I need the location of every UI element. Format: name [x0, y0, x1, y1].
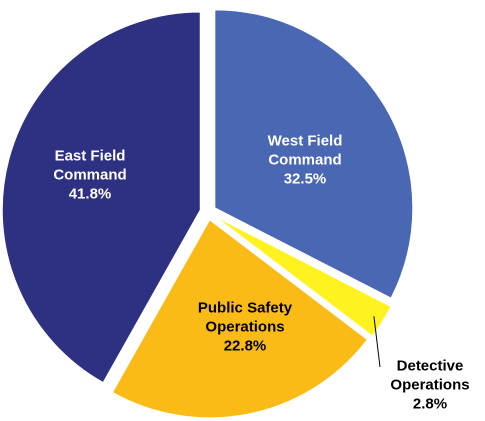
- slice-label: Public Safety Operations 22.8%: [175, 299, 315, 356]
- slice-name: Public Safety Operations: [197, 299, 293, 336]
- slice-name: East Field Command: [53, 147, 127, 184]
- slice-name: West Field Command: [267, 132, 343, 169]
- pie-slice: [1, 11, 201, 384]
- leader-line: [373, 316, 381, 368]
- slice-label: West Field Command 32.5%: [250, 132, 360, 189]
- slice-label: East Field Command 41.8%: [35, 147, 145, 204]
- pie-slice: [214, 9, 414, 299]
- slice-value: 2.8%: [412, 395, 448, 413]
- slice-label: Detective Operations 2.8%: [380, 357, 480, 414]
- slice-value: 22.8%: [223, 337, 267, 355]
- pie-slice: [111, 219, 369, 419]
- pie-slice: [214, 215, 392, 337]
- slice-value: 41.8%: [68, 185, 112, 203]
- slice-value: 32.5%: [283, 170, 327, 188]
- slice-name: Detective Operations: [390, 357, 470, 394]
